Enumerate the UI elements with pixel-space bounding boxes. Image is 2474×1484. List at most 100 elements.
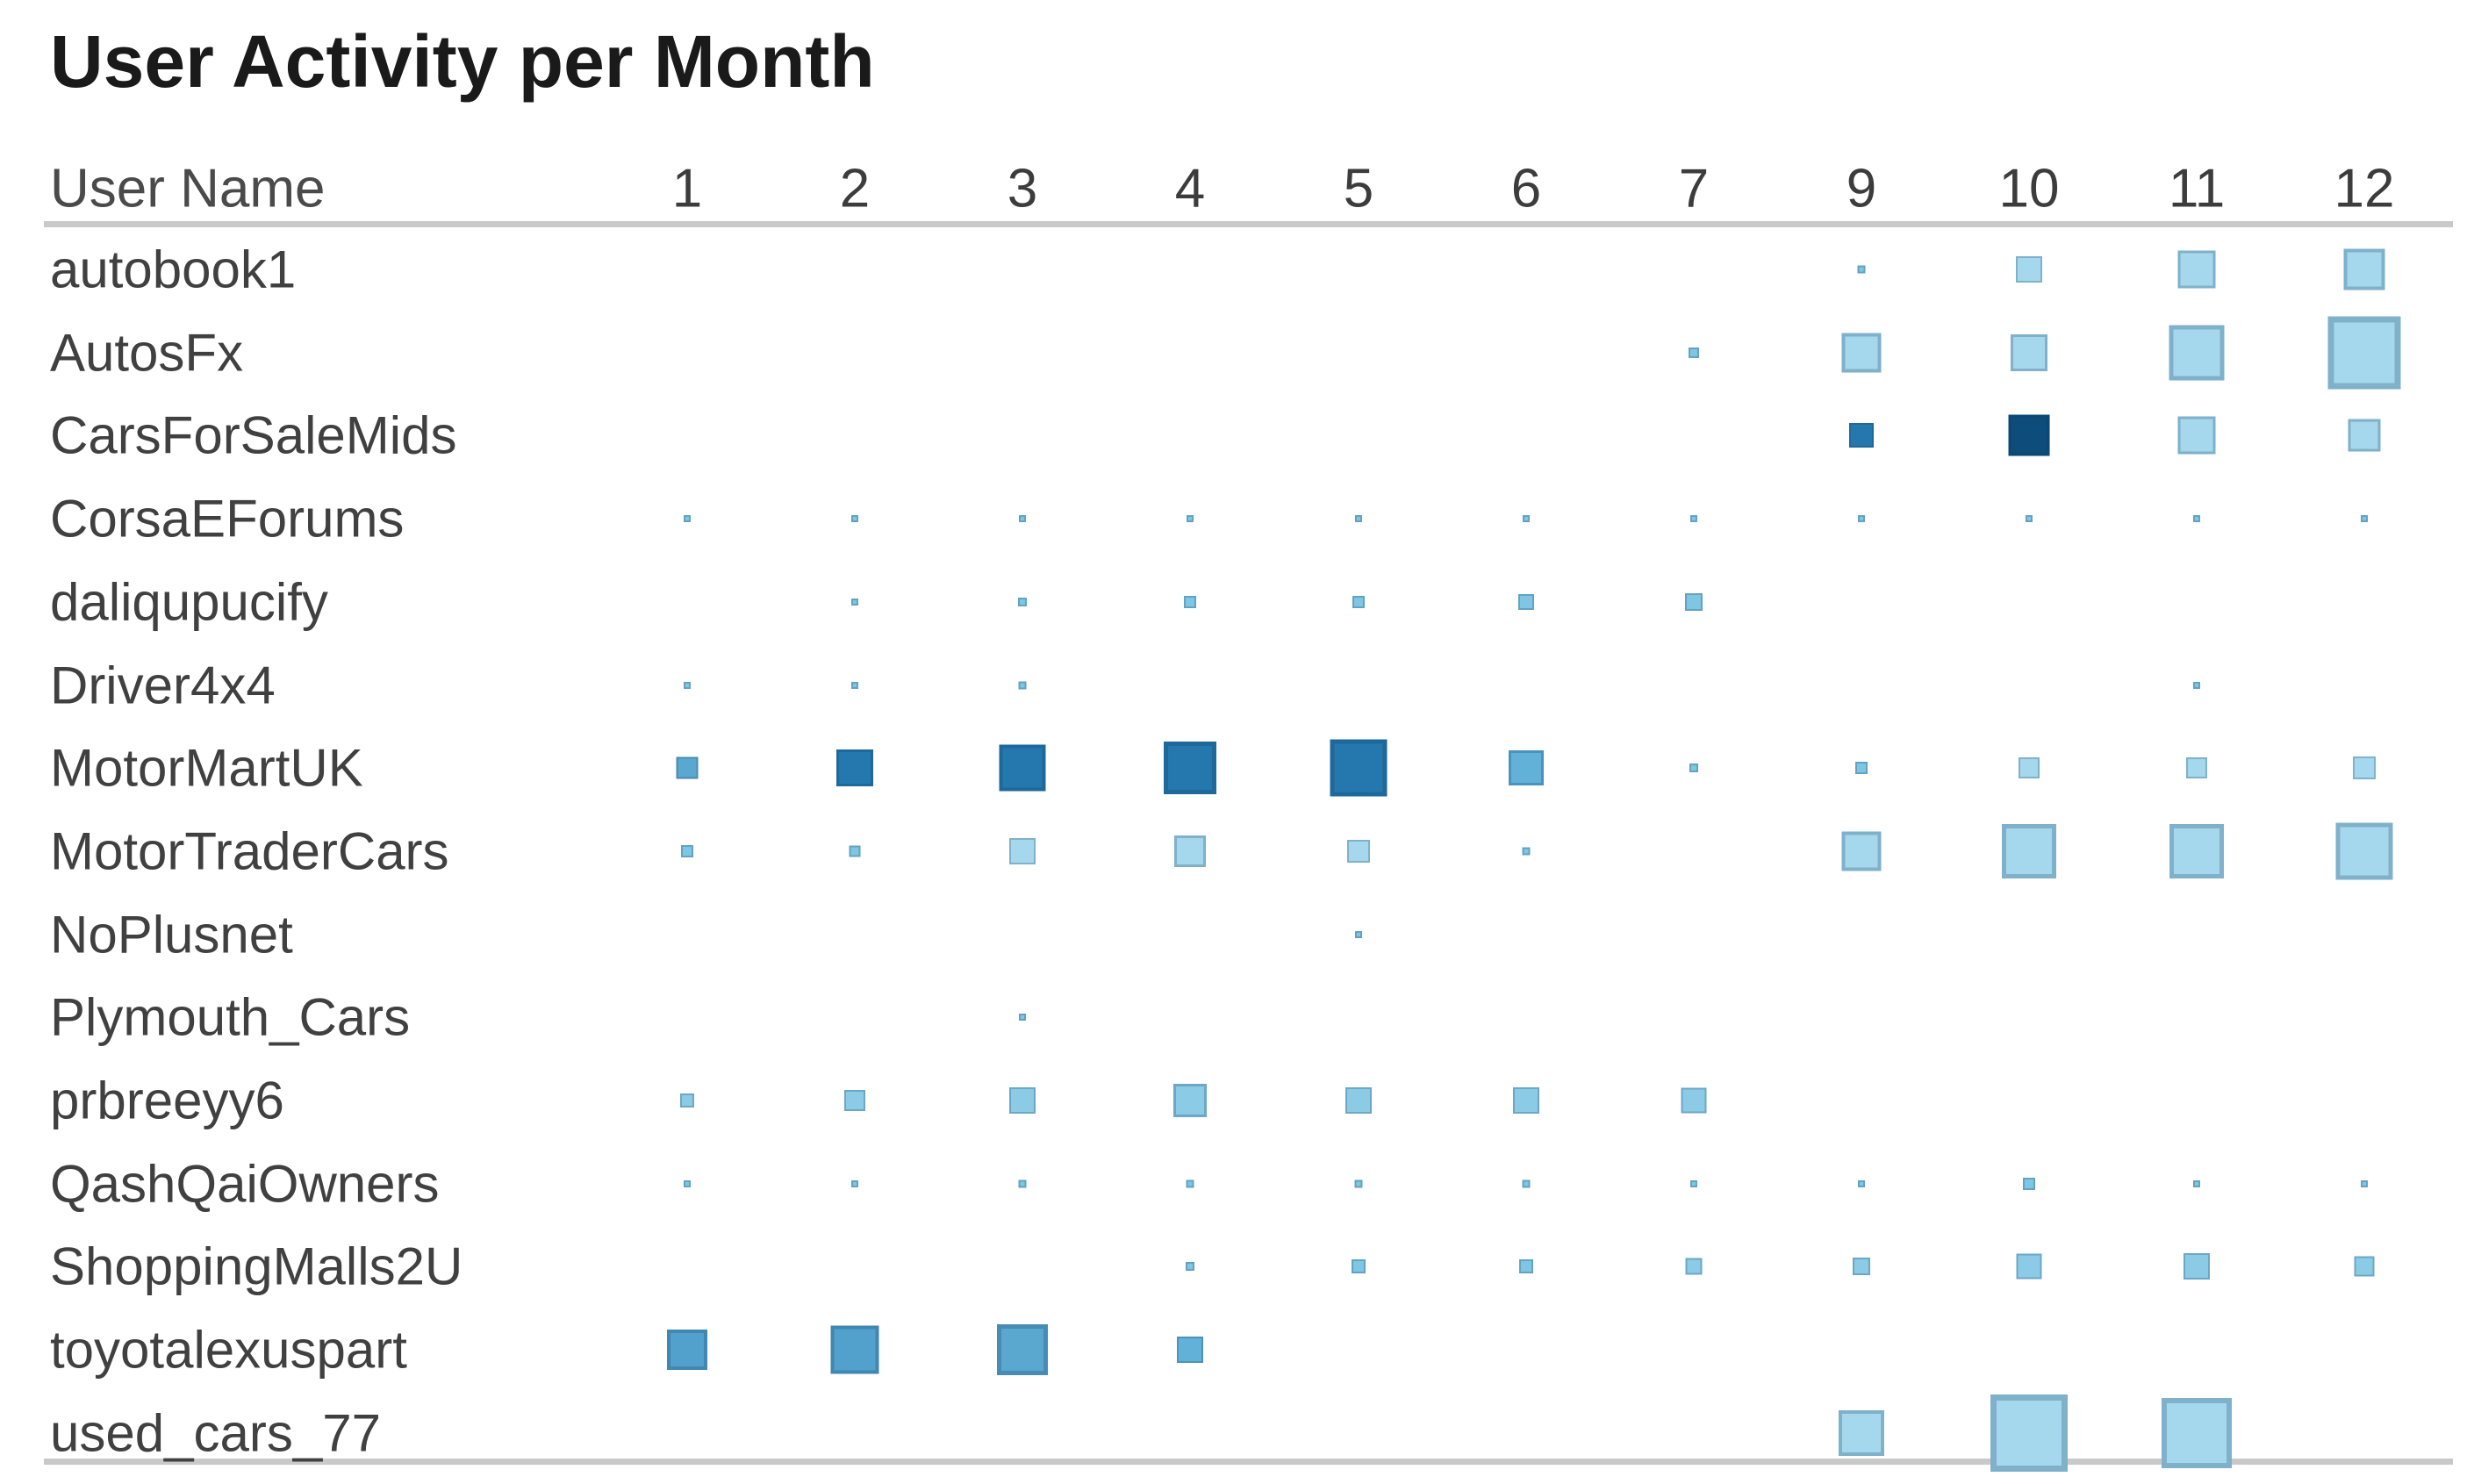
- activity-mark[interactable]: [2169, 823, 2224, 878]
- activity-mark[interactable]: [1173, 1084, 1207, 1117]
- activity-mark[interactable]: [1519, 1259, 1533, 1274]
- user-row-label: QashQaiOwners: [50, 1154, 440, 1214]
- activity-mark[interactable]: [1841, 831, 1882, 871]
- activity-mark[interactable]: [2169, 325, 2225, 381]
- activity-mark[interactable]: [2002, 823, 2056, 878]
- activity-mark[interactable]: [2011, 333, 2047, 371]
- activity-mark[interactable]: [844, 1090, 865, 1111]
- activity-mark[interactable]: [1330, 739, 1388, 797]
- activity-mark[interactable]: [1685, 592, 1703, 611]
- activity-mark[interactable]: [2353, 756, 2376, 780]
- activity-mark[interactable]: [1186, 1262, 1194, 1272]
- month-column-header: 11: [2168, 158, 2226, 219]
- header-divider-line: [44, 221, 2453, 227]
- activity-mark[interactable]: [1354, 1179, 1363, 1188]
- activity-mark[interactable]: [676, 756, 699, 779]
- activity-mark[interactable]: [851, 1179, 858, 1187]
- activity-mark[interactable]: [1858, 1179, 1865, 1187]
- activity-mark[interactable]: [849, 845, 861, 857]
- activity-mark[interactable]: [836, 749, 873, 787]
- activity-mark[interactable]: [1018, 597, 1027, 606]
- activity-mark[interactable]: [1355, 930, 1362, 938]
- bottom-divider-line: [44, 1459, 2453, 1465]
- activity-mark[interactable]: [2343, 248, 2385, 290]
- activity-mark[interactable]: [2193, 1179, 2200, 1187]
- activity-mark[interactable]: [1690, 1179, 1697, 1187]
- activity-mark[interactable]: [680, 1093, 694, 1108]
- activity-mark[interactable]: [1187, 515, 1194, 523]
- activity-mark[interactable]: [1347, 839, 1370, 863]
- activity-mark[interactable]: [1174, 835, 1206, 867]
- activity-mark[interactable]: [2361, 1179, 2368, 1187]
- activity-mark[interactable]: [1689, 764, 1698, 773]
- activity-mark[interactable]: [1513, 1087, 1539, 1114]
- activity-mark[interactable]: [1990, 1394, 2068, 1472]
- activity-mark[interactable]: [1352, 1259, 1366, 1274]
- activity-mark[interactable]: [1186, 1179, 1194, 1188]
- activity-mark[interactable]: [2327, 316, 2401, 390]
- activity-mark[interactable]: [2016, 256, 2042, 283]
- activity-mark[interactable]: [2361, 515, 2368, 523]
- activity-mark[interactable]: [1522, 1179, 1531, 1188]
- activity-mark[interactable]: [1522, 847, 1531, 856]
- activity-mark[interactable]: [2193, 681, 2200, 689]
- activity-mark[interactable]: [1858, 515, 1865, 523]
- activity-mark[interactable]: [997, 1324, 1048, 1376]
- activity-mark[interactable]: [2348, 419, 2381, 452]
- activity-mark[interactable]: [2354, 1256, 2375, 1277]
- activity-mark[interactable]: [1018, 1179, 1027, 1188]
- user-row-label: AutosFx: [50, 323, 244, 383]
- activity-mark[interactable]: [1019, 1014, 1026, 1022]
- activity-mark[interactable]: [851, 515, 858, 523]
- activity-mark[interactable]: [1352, 595, 1365, 608]
- activity-mark[interactable]: [2008, 414, 2050, 456]
- activity-mark[interactable]: [1018, 681, 1027, 689]
- activity-mark[interactable]: [1184, 595, 1196, 608]
- activity-mark[interactable]: [2162, 1397, 2232, 1468]
- activity-mark[interactable]: [1853, 1258, 1870, 1276]
- user-row-label: autobook1: [50, 240, 297, 299]
- activity-mark[interactable]: [2016, 1253, 2042, 1280]
- activity-mark[interactable]: [2026, 515, 2033, 523]
- activity-mark[interactable]: [684, 681, 691, 689]
- activity-mark[interactable]: [1009, 837, 1036, 864]
- activity-mark[interactable]: [1345, 1087, 1372, 1114]
- activity-mark[interactable]: [1518, 593, 1534, 610]
- activity-mark[interactable]: [2023, 1177, 2035, 1190]
- activity-mark[interactable]: [1839, 1409, 1884, 1456]
- activity-mark[interactable]: [1009, 1087, 1036, 1114]
- activity-mark[interactable]: [684, 1179, 691, 1187]
- activity-mark[interactable]: [2184, 1253, 2210, 1280]
- activity-mark[interactable]: [684, 515, 691, 523]
- activity-mark[interactable]: [2177, 250, 2216, 289]
- activity-mark[interactable]: [1177, 1337, 1203, 1364]
- activity-mark[interactable]: [2186, 757, 2207, 779]
- month-column-header: 12: [2334, 158, 2395, 219]
- activity-mark[interactable]: [999, 744, 1046, 792]
- month-column-header: 9: [1846, 158, 1877, 219]
- activity-mark[interactable]: [851, 681, 858, 689]
- activity-mark[interactable]: [1841, 333, 1882, 373]
- activity-mark[interactable]: [667, 1330, 707, 1371]
- activity-mark[interactable]: [851, 598, 858, 606]
- activity-mark[interactable]: [830, 1325, 879, 1374]
- activity-mark[interactable]: [1849, 423, 1874, 448]
- activity-mark[interactable]: [1019, 515, 1026, 523]
- activity-mark[interactable]: [2177, 416, 2216, 455]
- user-row-label: prbreeyy6: [50, 1071, 284, 1130]
- activity-mark[interactable]: [681, 844, 693, 857]
- activity-mark[interactable]: [1857, 265, 1866, 274]
- activity-mark[interactable]: [1690, 515, 1697, 523]
- activity-mark[interactable]: [1681, 1087, 1707, 1114]
- activity-mark[interactable]: [2019, 757, 2040, 779]
- activity-mark[interactable]: [1164, 742, 1216, 795]
- activity-mark[interactable]: [1685, 1258, 1703, 1275]
- activity-mark[interactable]: [1523, 515, 1530, 523]
- activity-mark[interactable]: [1689, 347, 1699, 358]
- activity-mark[interactable]: [2193, 515, 2200, 523]
- activity-mark[interactable]: [1509, 750, 1544, 786]
- user-row-label: daliqupucify: [50, 572, 328, 632]
- activity-mark[interactable]: [2335, 822, 2393, 880]
- activity-mark[interactable]: [1855, 762, 1868, 775]
- activity-mark[interactable]: [1355, 515, 1362, 523]
